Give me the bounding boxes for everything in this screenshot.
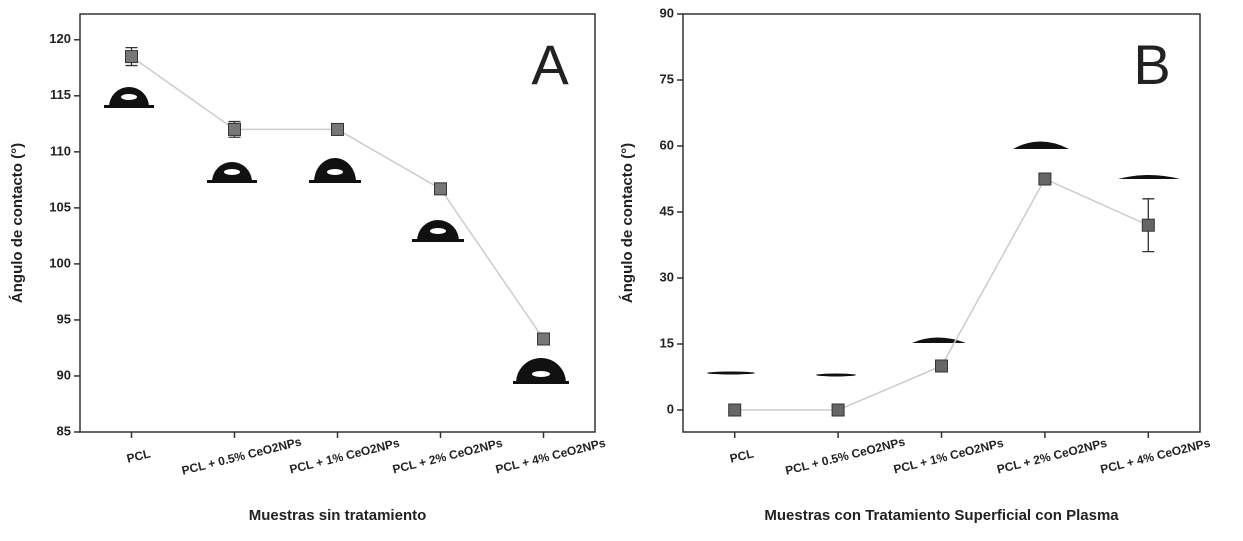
y-tick-label: 45 <box>660 203 674 218</box>
marker <box>331 122 344 136</box>
x-axis-label: Muestras sin tratamiento <box>249 507 427 524</box>
x-tick-label: PCL + 4% CeO2NPs <box>1099 436 1212 477</box>
x-tick-label: PCL <box>125 446 152 465</box>
x-tick-label: PCL + 1% CeO2NPs <box>288 436 401 477</box>
y-tick-label: 120 <box>49 31 71 46</box>
y-tick-label: 90 <box>57 367 71 382</box>
marker <box>125 50 138 64</box>
y-tick-label: 95 <box>57 311 71 326</box>
y-tick-label: 100 <box>49 255 71 270</box>
y-tick-label: 15 <box>660 335 674 350</box>
panel-label: B <box>1133 33 1170 96</box>
y-tick-label: 30 <box>660 269 674 284</box>
droplets-a <box>104 87 569 384</box>
y-tick-label: 110 <box>50 143 71 158</box>
marker <box>434 182 447 196</box>
marker <box>728 403 742 417</box>
y-tick-label: 105 <box>49 199 71 214</box>
x-tick-label: PCL + 2% CeO2NPs <box>391 436 504 477</box>
marker <box>935 359 948 373</box>
y-axis-label: Ángulo de contacto (°) <box>619 143 636 303</box>
connecting-line <box>131 55 545 340</box>
marker <box>1141 218 1155 232</box>
y-tick-label: 0 <box>667 401 674 416</box>
y-tick-label: 75 <box>660 71 674 86</box>
y-axis-label: Ángulo de contacto (°) <box>9 143 26 303</box>
marker <box>228 122 241 136</box>
x-axis-label: Muestras con Tratamiento Superficial con… <box>764 507 1119 524</box>
connecting-line <box>734 178 1149 411</box>
marker <box>537 332 550 346</box>
y-tick-label: 115 <box>50 87 71 102</box>
x-tick-label: PCL + 1% CeO2NPs <box>892 436 1005 477</box>
y-tick-label: 90 <box>660 5 674 20</box>
x-tick-label: PCL <box>728 446 755 465</box>
droplets-b <box>707 141 1180 377</box>
panel-label: A <box>531 33 569 96</box>
x-tick-label: PCL + 2% CeO2NPs <box>996 436 1109 477</box>
marker <box>831 403 845 417</box>
x-tick-label: PCL + 4% CeO2NPs <box>494 436 607 477</box>
y-tick-label: 85 <box>57 423 71 438</box>
x-tick-label: PCL + 0.5% CeO2NPs <box>180 434 303 477</box>
x-tick-label: PCL + 0.5% CeO2NPs <box>784 434 907 477</box>
plot-frame <box>79 13 596 433</box>
marker <box>1038 172 1052 186</box>
y-tick-label: 60 <box>660 137 674 152</box>
